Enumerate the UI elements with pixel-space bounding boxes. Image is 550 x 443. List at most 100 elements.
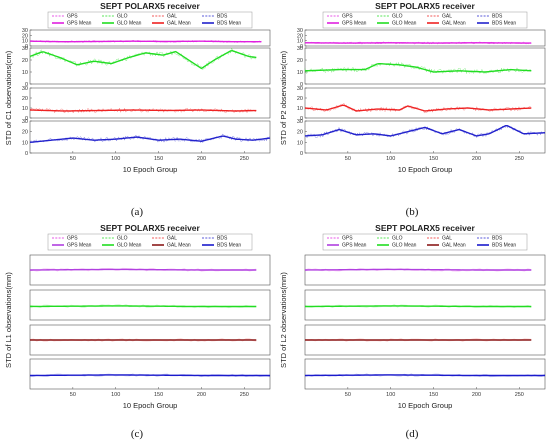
subplot-frame-gps — [304, 29, 546, 47]
y-tick-label: 20 — [297, 58, 303, 64]
y-tick-label: 30 — [22, 46, 28, 52]
legend-label-gps-mean: GPS Mean — [342, 21, 367, 27]
legend-label-gps: GPS — [67, 14, 78, 20]
chart-b: SEPT POLARX5 receiver GPS GLO GAL BDS GPS Mea… — [279, 1, 546, 174]
y-tick-label: 30 — [22, 28, 28, 34]
series-glo-mean — [29, 305, 257, 308]
y-tick-label: 10 — [297, 140, 303, 146]
x-tick-label: 100 — [386, 392, 395, 398]
y-tick-label: 0 — [300, 44, 303, 50]
y-tick-label: 20 — [297, 33, 303, 39]
y-tick-label: 10 — [22, 39, 28, 45]
series-bds-mean — [29, 374, 270, 377]
legend-label-bds-mean: BDS Mean — [492, 21, 516, 27]
legend-label-gal-mean: GAL Mean — [167, 21, 191, 27]
legend — [322, 11, 528, 29]
y-tick-label: 20 — [22, 96, 28, 102]
legend-label-gal-mean: GAL Mean — [167, 243, 191, 249]
y-tick-label: 30 — [297, 86, 303, 92]
x-tick-label: 100 — [111, 392, 120, 398]
series-gps-mean — [304, 268, 532, 271]
y-tick-label: 0 — [25, 116, 28, 122]
legend-label-gal-mean: GAL Mean — [442, 243, 466, 249]
x-tick-label: 50 — [345, 156, 351, 162]
legend-label-glo-mean: GLO Mean — [392, 243, 417, 249]
x-tick-label: 200 — [197, 156, 206, 162]
y-tick-label: 10 — [22, 106, 28, 112]
caption-b: (b) — [406, 206, 419, 218]
y-tick-label: 30 — [297, 46, 303, 52]
x-tick-label: 100 — [111, 156, 120, 162]
series-bds-mean — [29, 135, 271, 144]
x-tick-label: 50 — [70, 156, 76, 162]
y-tick-label: 20 — [22, 33, 28, 39]
legend-label-glo: GLO — [392, 14, 403, 20]
chart-a: SEPT POLARX5 receiver GPS GLO GAL BDS GPS Mea… — [4, 1, 271, 174]
legend-label-gps-mean: GPS Mean — [67, 243, 92, 249]
legend-label-gps-mean: GPS Mean — [342, 243, 367, 249]
series-glo-mean — [304, 305, 532, 308]
x-axis-label: 10 Epoch Group — [398, 165, 453, 174]
series-glo-raw — [304, 61, 532, 75]
y-tick-label: 0 — [25, 44, 28, 50]
x-tick-label: 250 — [515, 156, 524, 162]
legend-label-gps: GPS — [342, 236, 353, 242]
x-tick-label: 250 — [515, 392, 524, 398]
chart-d: SEPT POLARX5 receiver GPS GLO GAL BDS GPS Mea… — [279, 223, 546, 410]
y-tick-label: 0 — [300, 151, 303, 157]
legend-label-gal: GAL — [167, 236, 177, 242]
y-tick-label: 20 — [297, 96, 303, 102]
legend-label-gps: GPS — [342, 14, 353, 20]
x-axis-label: 10 Epoch Group — [123, 165, 178, 174]
legend-label-glo: GLO — [117, 236, 128, 242]
y-tick-label: 30 — [297, 119, 303, 125]
x-tick-label: 50 — [345, 392, 351, 398]
y-tick-label: 0 — [25, 151, 28, 157]
y-tick-label: 20 — [22, 130, 28, 136]
series-bds-mean — [304, 374, 545, 377]
legend-label-gal-mean: GAL Mean — [442, 21, 466, 27]
subplot-frame-glo — [304, 47, 546, 85]
subplot-frame-bds — [29, 358, 271, 390]
x-tick-label: 200 — [472, 392, 481, 398]
x-tick-label: 150 — [429, 392, 438, 398]
subplot-frame-bds — [304, 358, 546, 390]
x-tick-label: 200 — [197, 392, 206, 398]
subplot-frame-glo — [304, 289, 546, 321]
caption-a: (a) — [131, 206, 144, 218]
y-tick-label: 10 — [297, 106, 303, 112]
legend-label-gal: GAL — [442, 14, 452, 20]
series-gps-mean — [29, 268, 257, 271]
x-tick-label: 150 — [429, 156, 438, 162]
series-bds-mean — [304, 124, 546, 137]
legend-label-glo-mean: GLO Mean — [117, 21, 142, 27]
chart-title: SEPT POLARX5 receiver — [100, 1, 200, 11]
y-tick-label: 30 — [22, 86, 28, 92]
legend-label-glo-mean: GLO Mean — [392, 21, 417, 27]
legend-label-glo: GLO — [392, 236, 403, 242]
caption-d: (d) — [406, 428, 419, 440]
legend-label-gps-mean: GPS Mean — [67, 21, 92, 27]
legend-label-bds: BDS — [217, 236, 228, 242]
chart-title: SEPT POLARX5 receiver — [100, 223, 200, 233]
legend — [47, 11, 253, 29]
legend-label-gal: GAL — [442, 236, 452, 242]
x-tick-label: 50 — [70, 392, 76, 398]
x-tick-label: 200 — [472, 156, 481, 162]
y-tick-label: 10 — [297, 70, 303, 76]
legend-label-bds: BDS — [492, 236, 503, 242]
series-glo-mean — [304, 62, 532, 73]
x-tick-label: 150 — [154, 392, 163, 398]
subplot-frame-gal — [29, 87, 271, 119]
legend-label-bds: BDS — [492, 14, 503, 20]
series-bds-raw — [29, 133, 270, 144]
legend-label-bds-mean: BDS Mean — [217, 21, 241, 27]
y-tick-label: 0 — [300, 116, 303, 122]
legend-label-glo: GLO — [117, 14, 128, 20]
legend-label-bds-mean: BDS Mean — [492, 243, 516, 249]
y-axis-label: STD of L1 observations(mm) — [4, 272, 13, 368]
subplot-frame-gal — [304, 87, 546, 119]
legend — [47, 233, 253, 251]
caption-c: (c) — [131, 428, 144, 440]
